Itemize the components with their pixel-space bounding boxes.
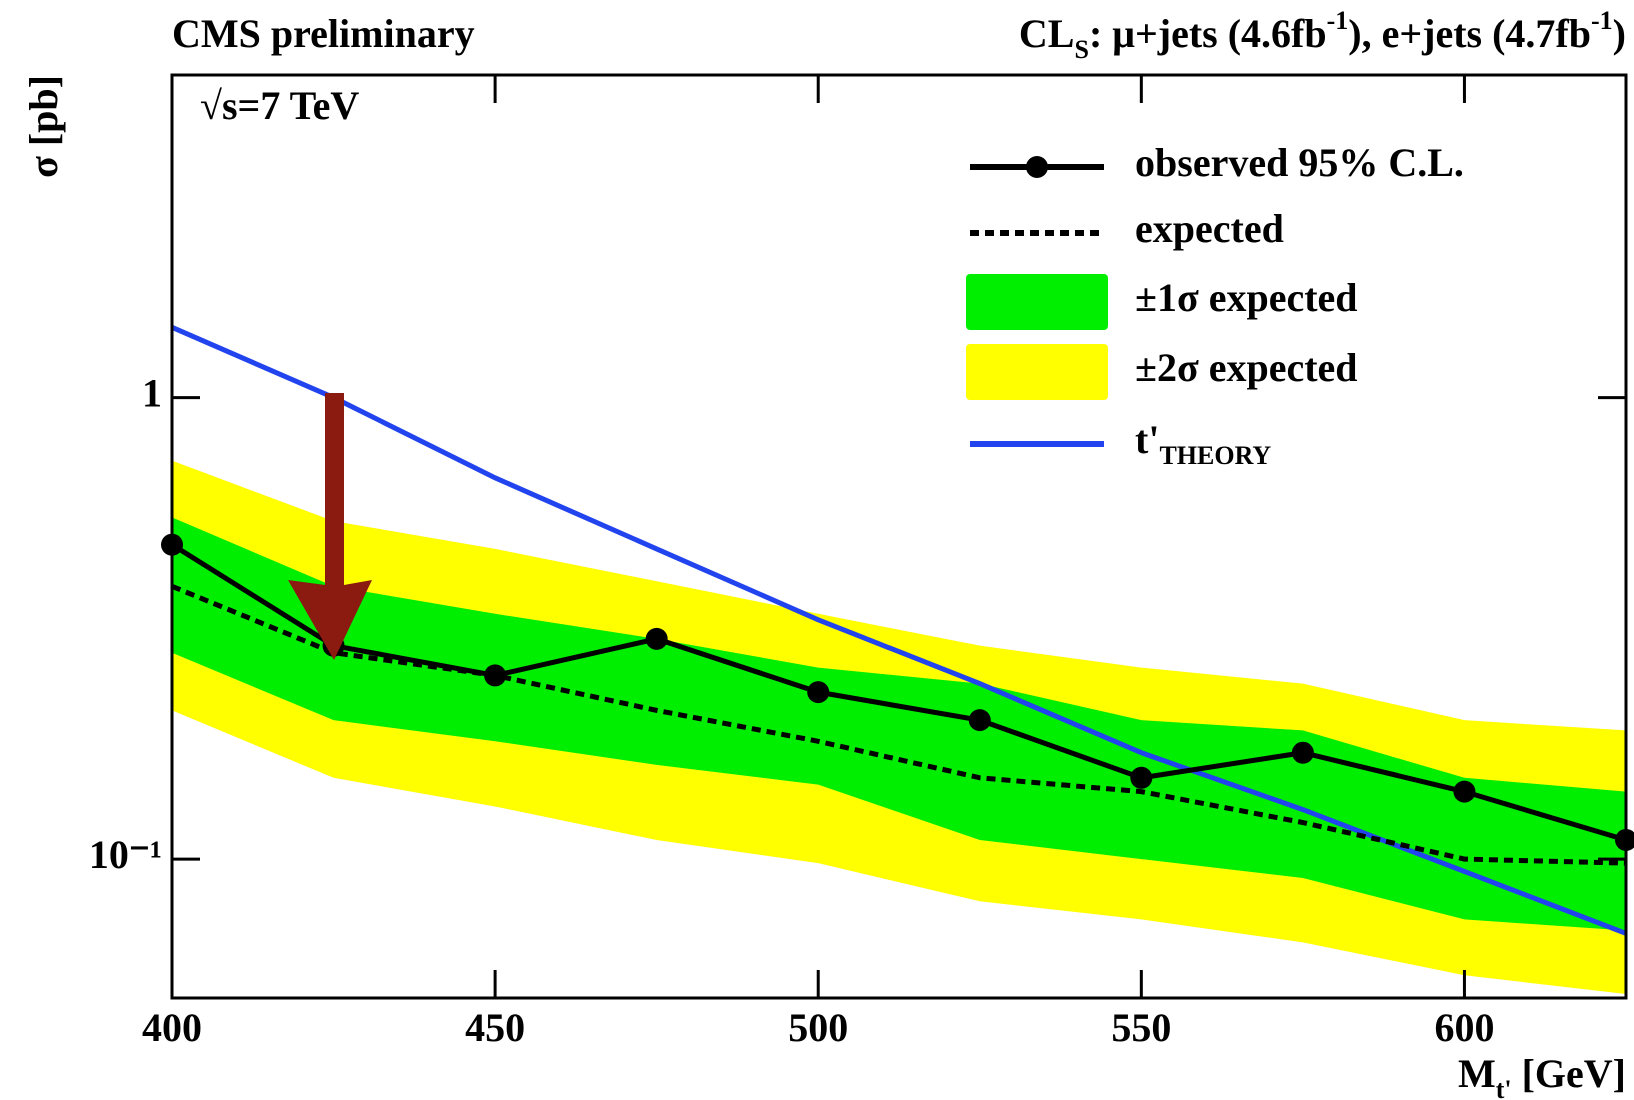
legend-label: observed 95% C.L.	[1135, 140, 1464, 185]
theory-line	[171, 325, 1627, 936]
marker	[1453, 780, 1476, 803]
marker	[968, 709, 991, 732]
y-tick-label: 1	[142, 371, 162, 416]
x-tick-label: 400	[142, 1005, 202, 1050]
text-run: -1	[1327, 6, 1349, 35]
text-run: )	[1613, 11, 1626, 56]
legend-text: ±1σ expected	[1135, 275, 1358, 320]
x-tick-label: 500	[788, 1005, 848, 1050]
legend-label: t'THEORY	[1135, 417, 1271, 470]
legend-label: ±2σ expected	[1135, 345, 1358, 390]
arrow-annotation	[288, 393, 372, 660]
text-run: ), e+jets (4.7fb	[1348, 11, 1591, 56]
text-run: CL	[1019, 11, 1075, 56]
marker	[1130, 766, 1153, 789]
line	[170, 542, 1627, 843]
legend-text: observed 95% C.L.	[1135, 140, 1464, 185]
legend-label: expected	[1135, 206, 1284, 251]
text-run: S	[1075, 35, 1089, 64]
legend-text: expected	[1135, 206, 1284, 251]
chart-title: CLS: μ+jets (4.6fb-1), e+jets (4.7fb-1)	[1019, 6, 1626, 64]
band	[172, 517, 1626, 931]
text-run: -1	[1591, 6, 1613, 35]
lines	[161, 325, 1634, 936]
text-run: t'	[1496, 1075, 1512, 1100]
x-tick-label: 600	[1434, 1005, 1494, 1050]
title-left: CMS preliminary	[172, 11, 475, 56]
plot-frame	[170, 73, 1628, 1000]
legend-swatch	[966, 344, 1108, 400]
marker	[484, 664, 507, 687]
legend-swatch	[966, 274, 1108, 330]
x-axis-label: Mt' [GeV]	[1458, 1051, 1626, 1100]
line	[171, 583, 1627, 866]
legend-subscript: THEORY	[1159, 441, 1271, 470]
legend-text: ±2σ expected	[1135, 345, 1358, 390]
text-run: M	[1458, 1051, 1496, 1096]
legend-marker	[1026, 156, 1048, 178]
legend-text: t'	[1135, 417, 1159, 462]
legend-label: ±1σ expected	[1135, 275, 1358, 320]
y-tick-label: 10⁻¹	[89, 832, 162, 877]
text-run: : μ+jets (4.6fb	[1089, 11, 1327, 56]
marker	[807, 681, 830, 704]
energy-annotation: √s=7 TeV	[200, 83, 359, 128]
y-axis-label: σ [pb]	[21, 75, 66, 178]
text-run: [GeV]	[1512, 1051, 1626, 1096]
marker	[645, 627, 668, 650]
marker	[1291, 741, 1314, 764]
x-tick-label: 450	[465, 1005, 525, 1050]
bands	[172, 460, 1626, 995]
x-tick-label: 550	[1111, 1005, 1171, 1050]
